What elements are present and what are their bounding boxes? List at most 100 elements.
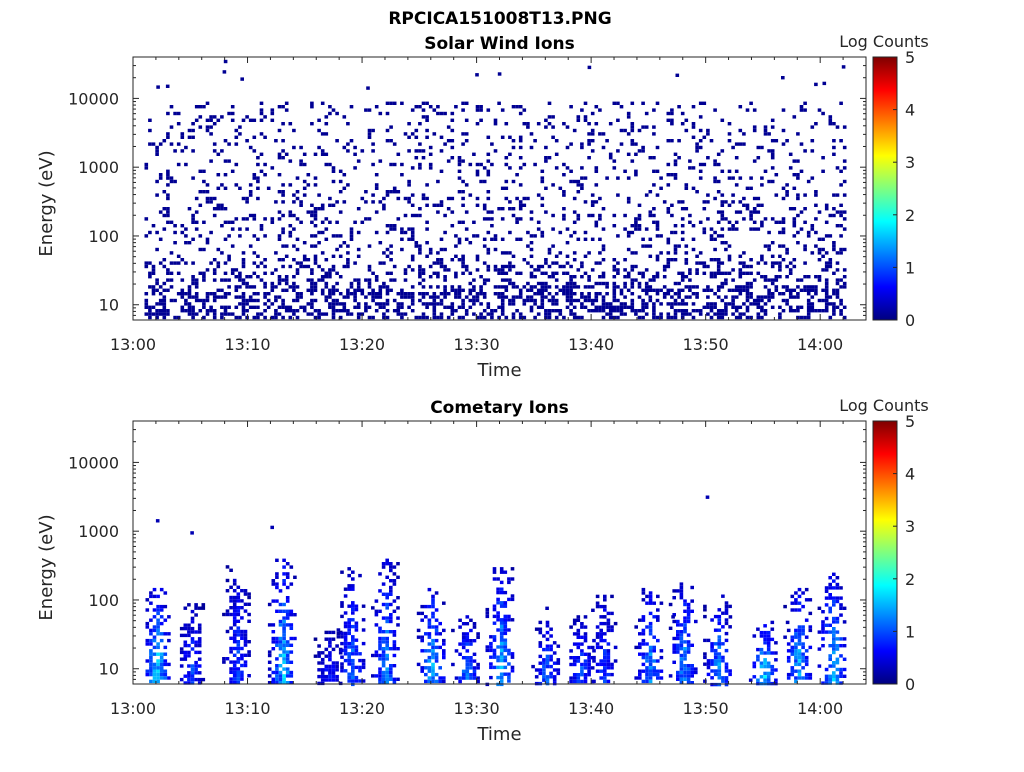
heatmap-cell <box>745 305 750 309</box>
heatmap-cell <box>271 640 276 644</box>
heatmap-cell <box>248 295 253 299</box>
heatmap-cell <box>475 162 480 167</box>
heatmap-cell <box>821 309 825 313</box>
heatmap-cell <box>485 611 490 615</box>
heatmap-cell <box>361 665 366 670</box>
heatmap-cell <box>371 200 375 204</box>
heatmap-cell <box>410 108 415 112</box>
heatmap-cell <box>149 666 153 670</box>
heatmap-cell <box>703 655 707 660</box>
heatmap-cell <box>263 285 267 289</box>
heatmap-cell <box>238 227 242 231</box>
heatmap-cell <box>713 305 717 309</box>
heatmap-cell <box>381 657 386 661</box>
heatmap-cell <box>381 562 386 566</box>
heatmap-cell <box>676 650 680 654</box>
heatmap-cell <box>187 664 191 668</box>
heatmap-cell <box>576 676 581 680</box>
heatmap-cell <box>738 271 743 275</box>
heatmap-cell <box>180 258 185 262</box>
heatmap-cell <box>247 592 251 596</box>
heatmap-cell <box>461 288 465 292</box>
heatmap-cell <box>680 302 685 306</box>
heatmap-cell <box>770 292 775 296</box>
heatmap-cell <box>806 309 811 313</box>
heatmap-cell <box>385 271 390 275</box>
heatmap-cell <box>710 618 714 622</box>
heatmap-cell <box>786 649 791 653</box>
heatmap-cell <box>515 295 519 299</box>
heatmap-cell <box>229 599 233 603</box>
solar-wind-panel: 13:00 13:10 13:20 13:30 13:40 13:50 14:0010100… <box>36 32 929 381</box>
heatmap-cell <box>274 309 278 313</box>
heatmap-cell <box>331 630 336 635</box>
heatmap-cell <box>542 668 546 672</box>
heatmap-cell <box>277 295 282 299</box>
heatmap-cell <box>583 673 588 677</box>
heatmap-cell <box>347 631 351 636</box>
heatmap-cell <box>686 633 691 637</box>
heatmap-cell <box>554 309 559 313</box>
heatmap-cell <box>180 149 185 153</box>
heatmap-cell <box>828 576 832 580</box>
heatmap-cell <box>374 609 379 613</box>
heatmap-cell <box>835 586 840 590</box>
heatmap-cell <box>439 312 444 316</box>
heatmap-cell <box>760 224 764 228</box>
heatmap-cell <box>709 275 714 279</box>
heatmap-cell <box>648 672 653 677</box>
heatmap-cell <box>724 676 729 680</box>
heatmap-cell <box>842 179 847 184</box>
heatmap-cell <box>538 630 543 635</box>
heatmap-cell <box>351 641 355 646</box>
heatmap-cell <box>680 207 685 211</box>
heatmap-cell <box>767 244 771 248</box>
heatmap-cell <box>716 152 721 156</box>
heatmap-cell <box>684 244 689 248</box>
heatmap-cell <box>148 312 152 316</box>
heatmap-cell <box>500 271 505 275</box>
heatmap-cell <box>432 302 437 306</box>
heatmap-cell <box>313 288 318 292</box>
heatmap-cell <box>277 210 282 214</box>
heatmap-cell <box>702 288 707 292</box>
heatmap-cell <box>197 630 202 634</box>
heatmap-cell <box>686 640 691 644</box>
heatmap-cell <box>496 658 500 663</box>
heatmap-cell <box>499 567 504 571</box>
heatmap-cell <box>552 661 557 665</box>
heatmap-cell <box>183 657 188 661</box>
heatmap-cell <box>499 601 504 605</box>
heatmap-cell <box>655 234 660 238</box>
heatmap-cell <box>295 176 300 180</box>
heatmap-cell <box>679 677 684 681</box>
heatmap-cell <box>587 673 591 677</box>
heatmap-cell <box>752 196 757 201</box>
heatmap-cell <box>190 630 195 634</box>
heatmap-cell <box>436 258 440 262</box>
heatmap-cell <box>490 142 494 146</box>
heatmap-cell <box>828 681 832 685</box>
heatmap-cell <box>576 183 581 187</box>
heatmap-cell <box>638 672 642 677</box>
heatmap-cell <box>313 207 318 211</box>
heatmap-cell <box>648 655 653 660</box>
heatmap-cell <box>486 217 491 221</box>
heatmap-cell <box>256 162 260 167</box>
heatmap-cell <box>230 244 235 248</box>
heatmap-cell <box>641 315 645 320</box>
heatmap-cell <box>465 635 470 639</box>
heatmap-cell <box>331 179 336 184</box>
heatmap-cell <box>619 105 624 109</box>
heatmap-cell <box>792 159 797 163</box>
heatmap-cell <box>803 220 807 224</box>
heatmap-cell <box>230 268 235 272</box>
heatmap-cell <box>612 166 617 170</box>
heatmap-cell <box>223 261 228 265</box>
heatmap-cell <box>522 285 527 289</box>
heatmap-cell <box>347 645 351 649</box>
heatmap-cell <box>522 298 527 303</box>
heatmap-cell <box>763 169 768 173</box>
heatmap-cell <box>299 162 303 167</box>
heatmap-cell <box>551 298 555 303</box>
